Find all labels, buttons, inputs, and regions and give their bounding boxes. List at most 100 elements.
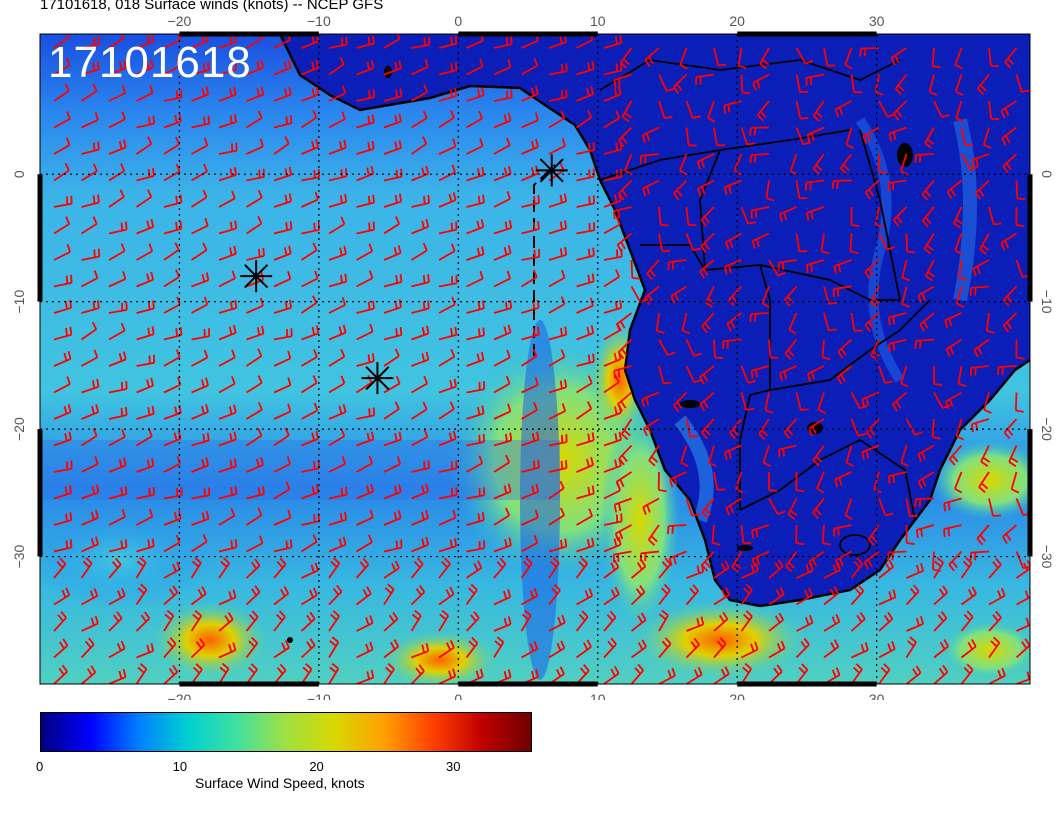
- wind-barb: [933, 365, 943, 386]
- wind-barb: [1002, 312, 1018, 333]
- wind-barb: [466, 194, 485, 208]
- wind-barb: [493, 137, 511, 155]
- wind-barb: [576, 61, 595, 76]
- wind-barb: [301, 270, 319, 288]
- wind-barb: [493, 483, 512, 500]
- wind-barb: [988, 636, 1001, 659]
- wind-barb: [630, 612, 647, 632]
- wind-barb: [438, 243, 456, 261]
- wind-barb: [960, 127, 974, 147]
- wind-barb: [81, 36, 101, 49]
- wind-barb: [521, 138, 539, 155]
- wind-barb: [740, 127, 756, 146]
- wind-barb: [328, 536, 347, 553]
- wind-barb: [844, 47, 853, 70]
- wind-barb: [411, 536, 430, 553]
- wind-barb: [978, 471, 990, 494]
- wind-barb: [955, 286, 965, 308]
- wind-barb: [731, 551, 743, 573]
- wind-barb: [356, 35, 375, 49]
- wind-barb: [108, 189, 125, 208]
- wind-barb: [301, 139, 320, 155]
- wind-barb: [300, 611, 316, 632]
- wind-barb: [438, 460, 458, 473]
- wind-barb: [948, 444, 963, 466]
- wind-barb: [383, 193, 403, 208]
- wind-barb: [356, 483, 374, 500]
- wind-barb: [658, 233, 671, 253]
- wind-barb: [273, 481, 291, 500]
- wind-barb: [679, 47, 688, 70]
- wind-barb: [273, 557, 287, 579]
- wind-barb: [680, 445, 689, 467]
- wind-barb: [823, 47, 836, 67]
- wind-barb: [383, 60, 402, 76]
- wind-barb: [1016, 616, 1030, 632]
- wind-barb: [356, 114, 375, 129]
- wind-barb: [917, 471, 935, 490]
- wind-barb: [80, 321, 98, 341]
- wind-barb: [328, 511, 348, 526]
- wind-barb: [685, 339, 702, 357]
- wind-barb: [685, 418, 699, 438]
- wind-barb: [246, 375, 263, 394]
- wind-barb: [383, 510, 402, 526]
- date-stamp: 17101618: [48, 38, 252, 87]
- wind-barb: [723, 179, 742, 196]
- wind-barb: [548, 193, 568, 208]
- wind-barb: [603, 586, 620, 606]
- wind-barb: [795, 180, 808, 200]
- wind-barb: [108, 380, 128, 394]
- wind-barb: [944, 312, 962, 329]
- wind-barb: [831, 179, 852, 189]
- wind-barb: [954, 74, 964, 96]
- wind-barb: [726, 312, 743, 332]
- wind-barb: [245, 348, 263, 367]
- wind-barb: [548, 538, 568, 553]
- wind-barb: [136, 377, 154, 394]
- wind-barb: [1015, 638, 1030, 659]
- wind-barb: [641, 126, 660, 144]
- wind-barb: [521, 483, 540, 500]
- wind-barb: [576, 432, 595, 447]
- wind-barb: [672, 73, 688, 95]
- wind-barb: [817, 392, 827, 414]
- wind-barb: [620, 418, 633, 441]
- wind-barb: [521, 402, 538, 420]
- wind-barb: [845, 127, 855, 149]
- wind-barb: [988, 557, 1002, 579]
- wind-barb: [438, 557, 451, 579]
- wind-barb: [740, 583, 753, 606]
- wind-barb: [246, 215, 263, 235]
- wind-barb: [777, 259, 797, 271]
- lat-tick-label-right: −20: [1039, 417, 1055, 441]
- wind-barb: [411, 84, 428, 102]
- wind-barb: [921, 179, 935, 201]
- lat-tick-label-right: 0: [1039, 170, 1055, 178]
- wind-barb: [787, 498, 798, 520]
- wind-barb: [933, 392, 951, 410]
- wind-barb: [411, 643, 430, 659]
- wind-barb: [218, 245, 237, 261]
- wind-barb: [328, 428, 346, 447]
- wind-barb: [729, 418, 743, 440]
- wind-barb: [685, 206, 697, 227]
- wind-barb: [859, 47, 880, 57]
- wind-barb: [410, 664, 425, 684]
- wind-barb: [465, 611, 480, 632]
- wind-barb: [356, 534, 373, 553]
- wind-barb: [108, 429, 126, 447]
- wind-barb: [696, 153, 715, 170]
- wind-barb: [355, 557, 370, 579]
- wind-barb: [438, 430, 457, 447]
- wind-barb: [575, 557, 588, 579]
- wind-barb: [695, 73, 715, 86]
- wind-barb: [438, 326, 458, 341]
- wind-barb: [273, 539, 293, 553]
- wind-barb: [383, 484, 402, 500]
- wind-barb: [576, 195, 596, 208]
- wind-barb: [245, 636, 259, 659]
- wind-barb: [520, 609, 532, 632]
- wind-barb: [53, 57, 71, 76]
- wind-barb: [493, 220, 513, 235]
